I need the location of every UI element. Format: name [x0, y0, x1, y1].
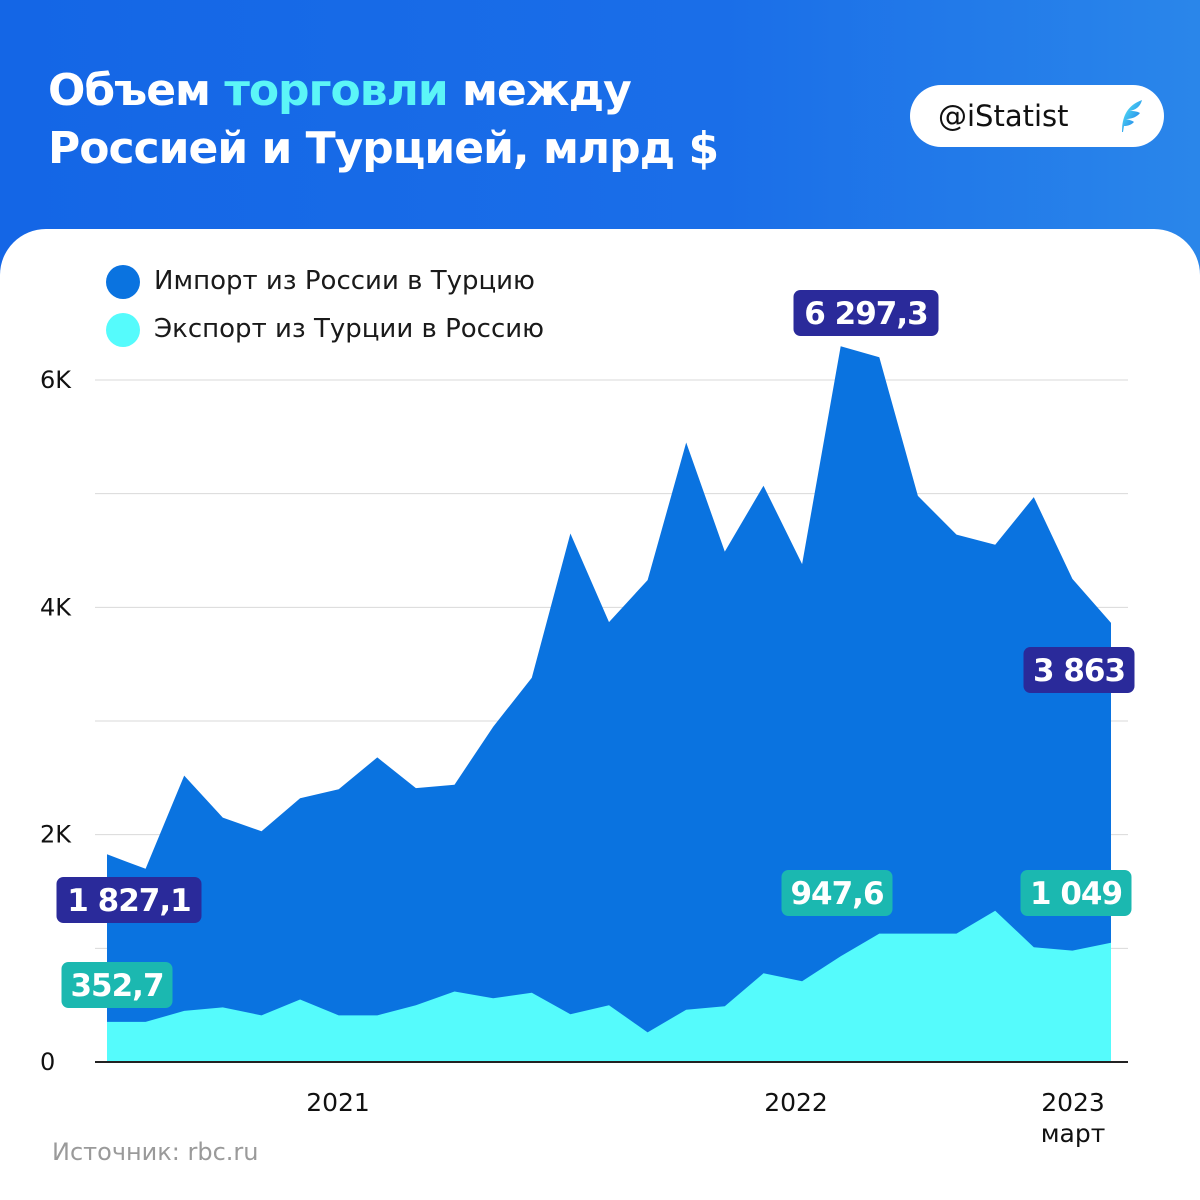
export-area-series	[107, 910, 1111, 1062]
brand-badge: @iStatist	[910, 85, 1164, 147]
x-tick-label: 2021	[306, 1088, 370, 1117]
x-tick-label: 2023	[1041, 1088, 1105, 1117]
brand-text: @iStatist	[938, 99, 1069, 133]
data-label-badge	[781, 870, 893, 916]
title-line-1: Объем торговли между	[48, 62, 718, 120]
title-highlight: торговли	[224, 65, 448, 116]
import-points	[106, 346, 1112, 869]
data-label: 352,7	[61, 962, 173, 1008]
data-label-text: 3 863	[1033, 653, 1125, 689]
data-label-text: 352,7	[70, 968, 163, 1004]
data-label-badge	[56, 877, 202, 923]
data-label-badge	[1023, 647, 1135, 693]
legend-swatch-export	[106, 313, 140, 347]
data-label-badge	[793, 290, 939, 336]
x-tick-label: 2022	[764, 1088, 828, 1117]
y-tick-label: 0	[40, 1048, 55, 1076]
legend-label-export: Экспорт из Турции в Россию	[154, 314, 545, 344]
data-label-badge	[61, 962, 173, 1008]
title-part-1: Объем	[48, 65, 225, 116]
source-note: Источник: rbc.ru	[52, 1138, 259, 1166]
y-tick-label: 2K	[40, 821, 72, 849]
data-label: 6 297,3	[793, 290, 939, 336]
export-points	[106, 910, 1112, 1033]
data-label-text: 6 297,3	[804, 296, 927, 332]
legend-swatch-import	[106, 265, 140, 299]
page-title: Объем торговли между Россией и Турцией, …	[48, 62, 719, 178]
data-label: 3 863	[1023, 647, 1135, 693]
y-tick-label: 4K	[40, 593, 72, 621]
x-tick-sublabel: март	[1041, 1119, 1106, 1148]
data-label-text: 947,6	[790, 876, 883, 912]
data-label: 947,6	[781, 870, 893, 916]
data-label-badge	[1020, 870, 1132, 916]
title-line-2: Россией и Турцией, млрд $	[48, 123, 719, 174]
data-label-text: 1 049	[1030, 876, 1122, 912]
title-part-2: между	[447, 65, 632, 116]
data-label: 1 827,1	[56, 877, 202, 923]
y-tick-label: 6K	[40, 366, 72, 394]
leaf-logo-icon	[1122, 100, 1142, 132]
data-label-text: 1 827,1	[67, 883, 190, 919]
legend-label-import: Импорт из России в Турцию	[154, 266, 535, 296]
data-label: 1 049	[1020, 870, 1132, 916]
